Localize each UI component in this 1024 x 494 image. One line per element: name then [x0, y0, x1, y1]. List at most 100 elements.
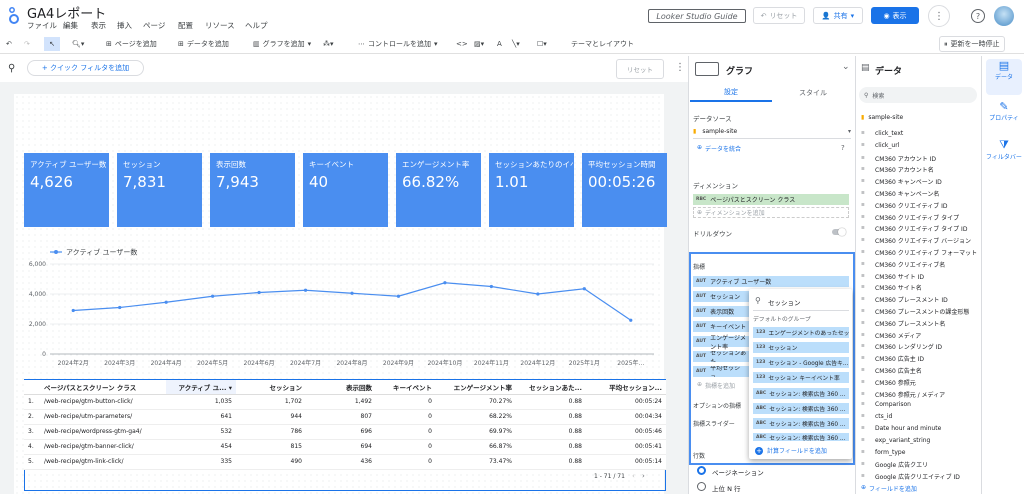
field-item[interactable]: ≡ CM360 プレースメント ID — [861, 297, 948, 305]
more-vert-icon[interactable]: ⋮ — [675, 62, 685, 73]
data-point[interactable] — [489, 284, 493, 289]
scorecard[interactable]: エンゲージメント率 66.82% — [396, 153, 481, 227]
table-row[interactable]: 3./web-recipe/wordpress-gtm-ga4/532 786 69… — [24, 424, 666, 440]
table-chart-icon[interactable] — [695, 62, 719, 76]
field-option[interactable]: 123 セッション キーイベント率 — [753, 372, 849, 383]
metric-chip[interactable]: AUT エンゲージメント率 — [693, 335, 751, 351]
menu-edit[interactable]: 編集 — [63, 21, 78, 30]
looker-studio-logo[interactable] — [8, 6, 20, 26]
table-row[interactable]: 2./web-recipe/utm-parameters/641 944 807 0 6… — [24, 409, 666, 425]
metric-chip[interactable]: AUT 表示回数 — [693, 306, 751, 317]
select-tool-icon[interactable]: ↖ — [44, 37, 60, 51]
field-item[interactable]: ≡ CM360 広告主名 — [861, 368, 922, 375]
data-point[interactable] — [629, 318, 633, 322]
data-point[interactable] — [164, 300, 168, 304]
column-header[interactable]: アクティブ ユ... ▾ — [166, 380, 236, 395]
community-viz-icon[interactable]: ⁂▾ — [323, 40, 334, 48]
add-field-button[interactable]: ⊕ フィールドを追加 — [861, 484, 917, 493]
tab-style[interactable]: スタイル — [799, 89, 827, 97]
data-point[interactable] — [443, 281, 447, 285]
field-item[interactable]: ≡ click_url — [861, 141, 900, 149]
text-icon[interactable]: A — [497, 40, 502, 48]
rail-data-button[interactable]: ▤ データ — [986, 59, 1022, 95]
menu-file[interactable]: ファイル — [27, 21, 57, 30]
metric-chip[interactable]: AUT セッションあた... — [693, 351, 751, 362]
field-item[interactable]: ≡ CM360 クリエイティブ名 — [861, 261, 946, 269]
data-point[interactable] — [582, 287, 586, 291]
field-item[interactable]: ≡ Google 広告クリエイティブ ID — [861, 474, 960, 482]
zoom-icon[interactable]: 🔍︎▾ — [72, 40, 85, 48]
data-point[interactable] — [536, 292, 540, 296]
more-vert-icon[interactable]: ⋮ — [928, 5, 950, 27]
metric-chip[interactable]: AUT 平均セッショ... — [693, 366, 751, 377]
data-point[interactable] — [350, 291, 354, 295]
field-option[interactable]: 123エンゲージメントのあったセッシ... — [753, 327, 849, 338]
field-item[interactable]: ≡ CM360 メディア — [861, 332, 922, 340]
data-point[interactable] — [118, 305, 122, 310]
field-item[interactable]: ≡ CM360 プレースメントの課金形態 — [861, 309, 970, 316]
field-option[interactable]: ABC セッション: 検索広告 360 ... — [753, 388, 849, 399]
chevron-left-icon[interactable]: ‹ — [632, 472, 635, 480]
data-search-input[interactable]: ⚲ 検索 — [859, 87, 977, 103]
column-header[interactable]: ページパスとスクリーン クラス — [40, 380, 166, 395]
add-dimension-button[interactable]: ⊕ ディメンションを追加 — [693, 207, 849, 218]
table-row[interactable]: 4./web-recipe/gtm-banner-click/454 815 694… — [24, 439, 666, 455]
reset-button[interactable]: ↶ リセット — [753, 7, 805, 24]
field-item[interactable]: ≡ CM360 キャンペーン名 — [861, 191, 940, 198]
data-point[interactable] — [211, 294, 215, 298]
add-calculated-field-button[interactable]: + 計算フィールドを追加 — [753, 444, 849, 457]
report-title[interactable]: GA4レポート — [27, 7, 107, 22]
rail-filter-button[interactable]: ⧩ フィルタバー — [986, 138, 1022, 161]
dimension-chip[interactable]: RBC ページパスとスクリーン クラス — [693, 194, 849, 205]
share-button[interactable]: 👤 共有 ▾ — [813, 7, 863, 24]
field-item[interactable]: ≡ form_type — [861, 448, 906, 456]
field-item[interactable]: ≡ CM360 クリエイティブ ID — [861, 202, 948, 210]
field-item[interactable]: ≡ CM360 アカウント名 — [861, 167, 934, 175]
metric-chip[interactable]: AUT セッション — [693, 291, 751, 302]
field-option[interactable]: 123 セッション — [753, 342, 849, 353]
field-item[interactable]: ≡ CM360 キャンペーン ID — [861, 179, 942, 187]
add-chart-button[interactable]: ▥ グラフを追加 ▾ — [253, 40, 312, 48]
chevron-right-icon[interactable]: › — [642, 472, 645, 480]
metric-chip[interactable]: AUT キーイベント — [693, 321, 751, 332]
help-icon[interactable]: ? — [841, 144, 845, 152]
scorecard[interactable]: 表示回数 7,943 — [210, 153, 295, 227]
scorecard[interactable]: セッションあたりのイベント1.01 — [489, 153, 574, 227]
field-item[interactable]: ≡ CM360 アカウント ID — [861, 155, 937, 163]
field-search-input[interactable]: セッション — [768, 299, 801, 307]
line-icon[interactable]: ╲▾ — [512, 40, 520, 48]
field-item[interactable]: ≡ CM360 サイト ID — [861, 273, 925, 281]
rail-properties-button[interactable]: ✎ プロパティ — [986, 100, 1022, 136]
table-row[interactable]: 1./web-recipe/gtm-button-click/1,035 1,70… — [24, 394, 666, 410]
help-icon[interactable]: ? — [971, 9, 985, 23]
field-option[interactable]: ABC セッション: 検索広告 360 ... — [753, 403, 849, 414]
field-item[interactable]: ≡ CM360 広告主 ID — [861, 356, 925, 364]
field-item[interactable]: ≡ exp_variant_string — [861, 436, 931, 444]
blend-data-button[interactable]: ⊕ データを統合 — [697, 144, 742, 153]
data-point[interactable] — [71, 308, 75, 313]
metric-chip[interactable]: AUT アクティブ ユーザー数 — [693, 276, 849, 287]
theme-layout-button[interactable]: テーマとレイアウト — [571, 40, 634, 48]
field-item[interactable]: ≡ Comparison — [861, 401, 911, 409]
undo-icon[interactable]: ↶ — [6, 40, 12, 48]
drilldown-toggle[interactable] — [832, 228, 846, 236]
menu-insert[interactable]: 挿入 — [117, 21, 132, 30]
field-item[interactable]: ≡ CM360 クリエイティブ タイプ ID — [861, 226, 968, 234]
column-header[interactable]: 表示回数 — [306, 380, 376, 395]
topn-radio[interactable] — [697, 482, 706, 491]
tab-setup[interactable]: 設定 — [690, 84, 772, 102]
pause-update-button[interactable]: ⏸ 更新を一時停止 — [939, 36, 1005, 52]
menu-arrange[interactable]: 配置 — [178, 21, 193, 30]
shape-icon[interactable]: ☐▾ — [537, 40, 547, 48]
column-header[interactable]: エンゲージメント率 — [436, 380, 516, 395]
field-item[interactable]: ≡ CM360 クリエイティブ フォーマット — [861, 250, 978, 257]
field-item[interactable]: ≡ CM360 クリエイティブ タイプ — [861, 214, 960, 222]
data-point[interactable] — [303, 288, 308, 292]
menu-page[interactable]: ページ — [143, 21, 166, 30]
data-point[interactable] — [396, 294, 401, 298]
menu-help[interactable]: ヘルプ — [245, 21, 268, 30]
column-header[interactable]: セッション — [236, 380, 306, 395]
data-table[interactable]: ページパスとスクリーン クラス アクティブ ユ... ▾ セッション 表示回数 … — [24, 380, 666, 470]
data-point[interactable] — [257, 290, 261, 295]
